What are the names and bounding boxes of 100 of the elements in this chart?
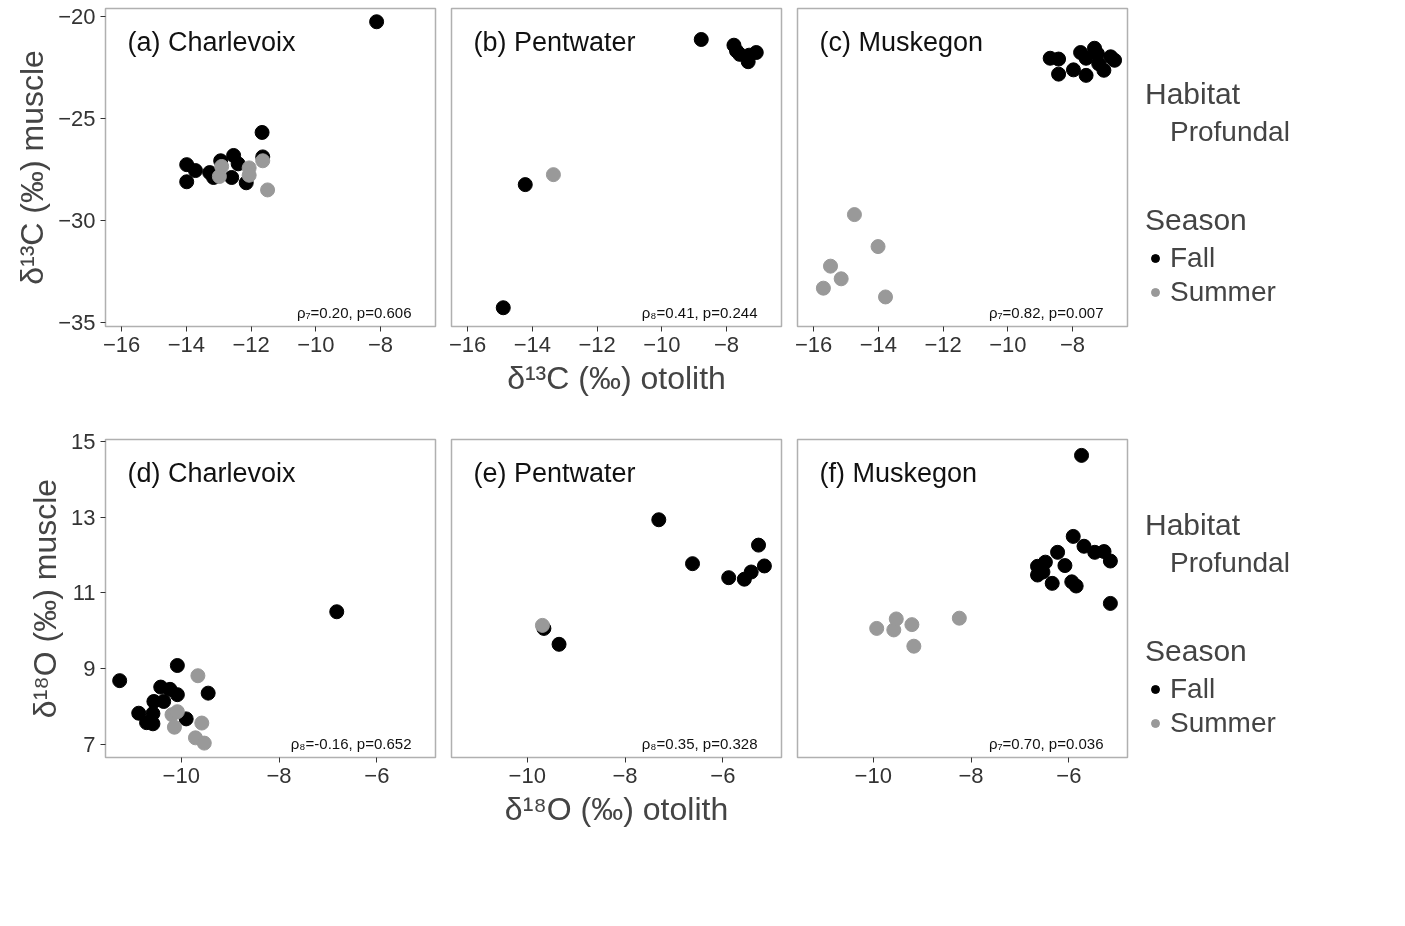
point bbox=[951, 610, 967, 626]
point bbox=[1078, 67, 1094, 83]
point bbox=[254, 124, 270, 140]
x-axis-title: δ¹⁸O (‰) otolith bbox=[504, 790, 729, 827]
point bbox=[329, 604, 345, 620]
point bbox=[846, 207, 862, 223]
legend-label: Fall bbox=[1170, 242, 1216, 274]
point bbox=[823, 258, 838, 274]
text: (b) Pentwater bbox=[473, 26, 636, 57]
point bbox=[196, 735, 212, 751]
x-tick-label: −16 bbox=[795, 331, 833, 357]
point bbox=[1074, 447, 1090, 463]
x-tick-label: −10 bbox=[162, 762, 200, 788]
x-tick-label: −6 bbox=[1056, 762, 1082, 788]
x-tick-label: −6 bbox=[364, 762, 390, 788]
point bbox=[888, 611, 904, 627]
point bbox=[1051, 51, 1067, 67]
point bbox=[870, 239, 886, 255]
point bbox=[1096, 62, 1112, 78]
x-tick-label: −8 bbox=[713, 331, 740, 357]
x-tick-label: −14 bbox=[167, 331, 206, 357]
x-tick-label: −10 bbox=[508, 762, 546, 788]
point bbox=[194, 715, 210, 731]
point bbox=[224, 170, 240, 185]
y-tick-label: 13 bbox=[71, 504, 96, 530]
y-tick-label: 15 bbox=[71, 428, 96, 454]
x-tick-label: −16 bbox=[103, 331, 141, 357]
x-tick-label: −8 bbox=[958, 762, 984, 788]
point bbox=[833, 271, 849, 287]
point bbox=[756, 558, 772, 574]
point bbox=[878, 289, 893, 305]
point bbox=[1102, 595, 1118, 611]
point bbox=[179, 174, 195, 190]
y-tick-label: 11 bbox=[72, 580, 96, 606]
point bbox=[187, 163, 203, 179]
x-tick-label: −8 bbox=[1059, 331, 1086, 357]
legend-title: Season bbox=[1145, 203, 1248, 237]
x-tick-label: −8 bbox=[367, 331, 394, 357]
point bbox=[200, 685, 216, 701]
legend-label: Fall bbox=[1170, 673, 1216, 705]
point bbox=[651, 512, 667, 528]
annotation: ρ₇=0.82, p=0.007 bbox=[988, 303, 1104, 321]
point bbox=[1102, 553, 1118, 569]
point bbox=[1057, 558, 1073, 574]
annotation: ρ₇=0.70, p=0.036 bbox=[988, 734, 1104, 752]
point bbox=[169, 687, 185, 703]
x-tick-label: −16 bbox=[449, 331, 487, 357]
point bbox=[260, 182, 276, 198]
legend-label: Summer bbox=[1170, 707, 1276, 739]
y-tick-label: −20 bbox=[58, 4, 96, 30]
point bbox=[1065, 62, 1081, 78]
point bbox=[169, 658, 185, 673]
x-tick-label: −12 bbox=[232, 331, 270, 357]
point bbox=[906, 638, 922, 654]
annotation: ρ₇=0.20, p=0.606 bbox=[296, 303, 412, 321]
text: (d) Charlevoix bbox=[127, 457, 297, 488]
point bbox=[545, 167, 561, 183]
text: (c) Muskegon bbox=[819, 26, 984, 57]
point bbox=[169, 704, 185, 720]
point bbox=[166, 719, 182, 735]
point bbox=[1044, 575, 1060, 591]
x-tick-label: −10 bbox=[643, 331, 681, 357]
y-tick-label: 9 bbox=[83, 656, 96, 682]
point bbox=[743, 564, 759, 580]
point bbox=[1050, 544, 1066, 560]
point bbox=[1068, 578, 1084, 594]
text: Profundal bbox=[1170, 547, 1290, 579]
text: Habitat bbox=[1145, 508, 1242, 542]
y-axis-title: δ¹⁸O (‰) muscle bbox=[27, 478, 64, 719]
point bbox=[255, 153, 271, 169]
x-tick-label: −14 bbox=[513, 331, 552, 357]
point bbox=[1107, 52, 1123, 68]
point bbox=[190, 668, 206, 684]
point bbox=[904, 617, 920, 633]
y-axis-title: δ¹³C (‰) muscle bbox=[14, 50, 51, 285]
point bbox=[721, 570, 737, 586]
annotation: ρ₈=0.41, p=0.244 bbox=[641, 303, 758, 321]
point bbox=[517, 177, 533, 193]
x-tick-label: −8 bbox=[266, 762, 292, 788]
point bbox=[1051, 66, 1067, 82]
y-tick-label: −35 bbox=[58, 309, 96, 335]
point bbox=[1076, 538, 1092, 554]
legend-label: Summer bbox=[1170, 276, 1276, 308]
point bbox=[685, 556, 701, 572]
point bbox=[1065, 528, 1081, 544]
text: Profundal bbox=[1170, 116, 1290, 148]
x-tick-label: −12 bbox=[924, 331, 962, 357]
point bbox=[495, 300, 511, 316]
y-tick-label: −25 bbox=[58, 106, 96, 132]
text: (f) Muskegon bbox=[819, 457, 978, 488]
x-tick-label: −14 bbox=[859, 331, 898, 357]
x-tick-label: −10 bbox=[989, 331, 1027, 357]
text: (e) Pentwater bbox=[473, 457, 636, 488]
y-tick-label: 7 bbox=[83, 731, 96, 757]
y-tick-label: −30 bbox=[58, 208, 96, 233]
legend-title: Season bbox=[1145, 634, 1248, 668]
text: (a) Charlevoix bbox=[127, 26, 297, 57]
point bbox=[156, 693, 172, 709]
annotation: ρ₈=-0.16, p=0.652 bbox=[290, 734, 412, 752]
x-tick-label: −6 bbox=[710, 762, 736, 788]
